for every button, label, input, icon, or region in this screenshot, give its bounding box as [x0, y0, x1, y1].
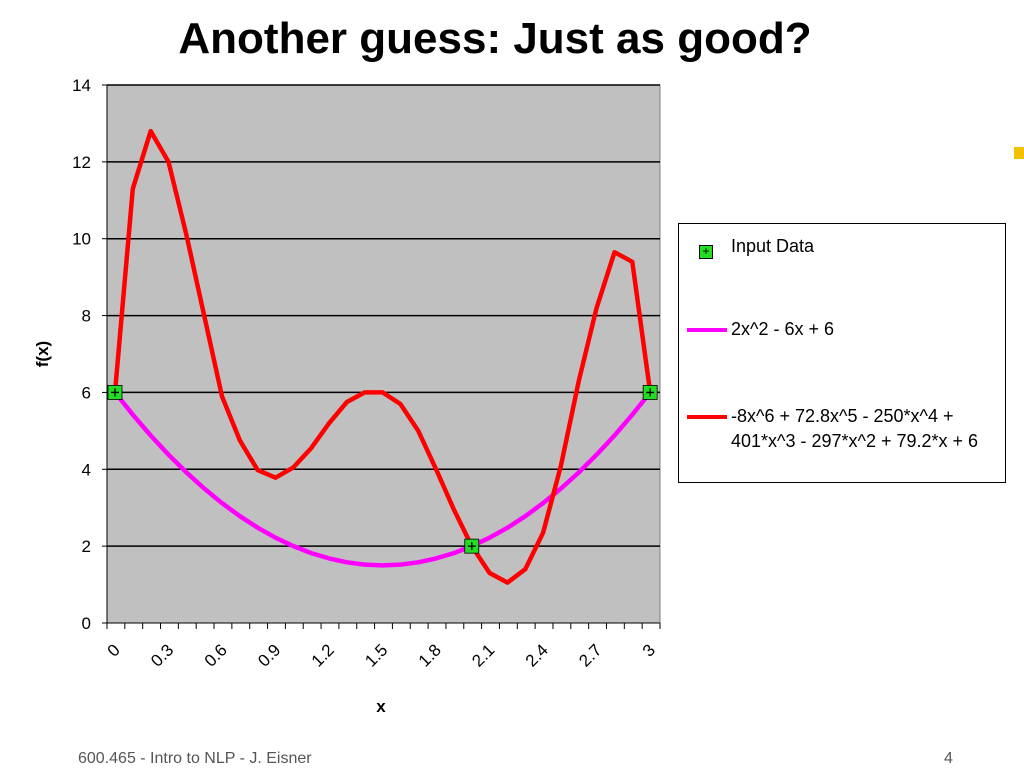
x-tick-label: 0.6 [201, 640, 231, 670]
series-line-2 [112, 128, 653, 585]
legend-line-sextic [687, 415, 727, 419]
data-point-cross [111, 388, 119, 397]
series-group [107, 128, 658, 585]
legend-label-sextic: -8x^6 + 72.8x^5 - 250*x^4 + 401*x^3 - 29… [731, 406, 979, 451]
y-tick-label: 6 [82, 383, 91, 402]
x-tick-label: 2.4 [522, 640, 552, 670]
data-point-cross [646, 388, 655, 397]
legend-label-input-data: Input Data [731, 236, 815, 256]
y-tick-label: 4 [82, 460, 91, 479]
x-tick-labels: 0 0.3 0.6 0.9 1.2 1.5 1.8 2.1 2.4 2.7 3 [104, 640, 659, 670]
y-tick-label: 14 [72, 76, 91, 95]
legend-line-quadratic [687, 328, 727, 332]
x-tick-label: 0.9 [254, 640, 284, 670]
footer-course: 600.465 - Intro to NLP - J. Eisner [78, 750, 312, 767]
y-tick-label: 0 [82, 614, 91, 633]
y-axis-label: f(x) [33, 341, 52, 367]
x-tick-label: 0 [104, 640, 124, 660]
legend-label-quadratic: 2x^2 - 6x + 6 [731, 319, 834, 339]
x-tick-label: 3 [639, 640, 659, 660]
y-tick-label: 8 [82, 307, 91, 326]
axes [102, 84, 661, 629]
x-tick-label: 1.2 [308, 640, 338, 670]
x-tick-label: 2.7 [575, 640, 605, 670]
slide-title: Another guess: Just as good? [178, 14, 812, 63]
chart-legend: + Input Data 2x^2 - 6x + 6 -8x^6 + 72.8x… [678, 223, 1006, 483]
x-tick-label: 1.8 [415, 640, 445, 670]
x-tick-label: 0.3 [147, 640, 177, 670]
legend-marker-input-data: + [699, 245, 713, 259]
x-axis-label: x [376, 697, 386, 716]
plot-area [106, 84, 661, 624]
y-tick-labels: 0 2 4 6 8 10 12 14 [72, 76, 91, 633]
corner-icon [1014, 147, 1024, 159]
y-tick-label: 10 [72, 230, 91, 249]
x-tick-label: 2.1 [468, 640, 498, 670]
y-tick-label: 12 [72, 153, 91, 172]
series-line-1 [113, 390, 652, 568]
footer-page-number: 4 [944, 750, 953, 767]
x-tick-label: 1.5 [361, 640, 391, 670]
y-tick-label: 2 [82, 537, 91, 556]
data-point-cross [467, 542, 476, 551]
